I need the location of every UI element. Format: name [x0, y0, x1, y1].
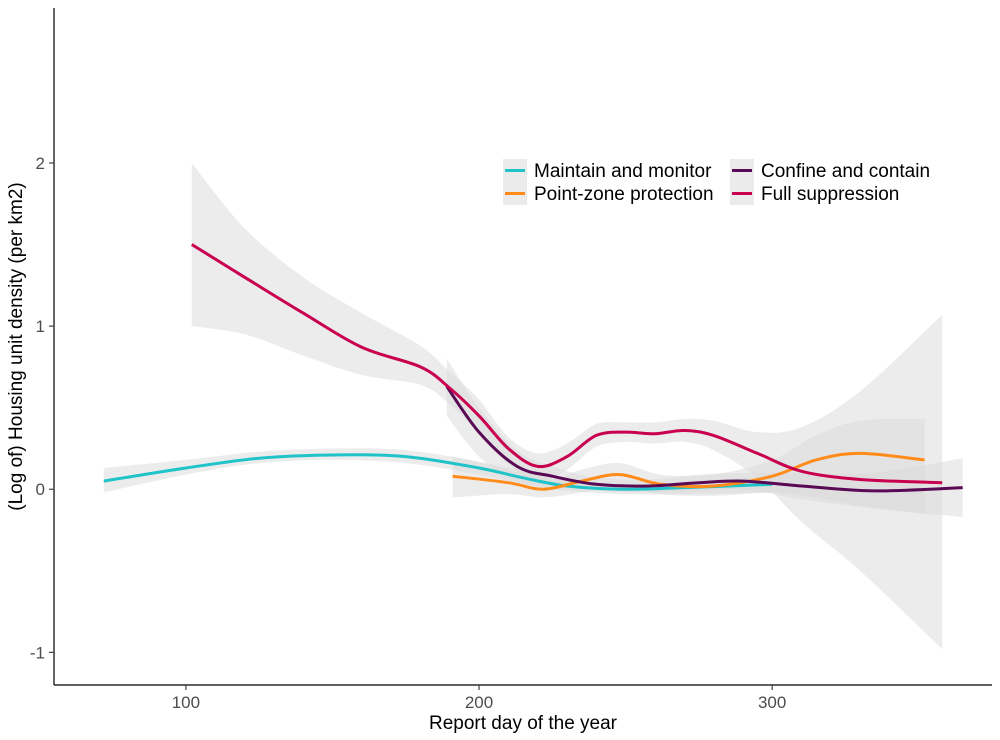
line-series-1 — [103, 453, 773, 491]
axes — [53, 8, 992, 686]
y-tick-label: 2 — [36, 154, 45, 173]
legend-item: Maintain and monitor — [503, 159, 712, 182]
y-axis-title: (Log of) Housing unit density (per km2) — [6, 182, 27, 510]
x-axis-title: Report day of the year — [429, 713, 618, 734]
series-lines — [103, 243, 963, 493]
y-ticks: -1 0 1 2 — [30, 154, 54, 662]
y-tick-label: 0 — [36, 480, 45, 499]
y-tick-label: -1 — [30, 643, 45, 662]
ribbon-series-1 — [103, 448, 773, 495]
legend-label: Maintain and monitor — [534, 161, 712, 182]
legend-label: Full suppression — [761, 184, 899, 205]
legend-item: Full suppression — [730, 182, 899, 205]
x-tick-label: 200 — [465, 693, 493, 712]
confidence-ribbons — [103, 163, 963, 650]
ribbon-series-4 — [191, 163, 943, 650]
legend-item: Confine and contain — [730, 159, 930, 182]
line-series-3 — [445, 385, 963, 493]
x-tick-label: 100 — [172, 693, 200, 712]
legend-label: Confine and contain — [761, 161, 930, 182]
x-tick-label: 300 — [758, 693, 786, 712]
x-ticks: 100 200 300 — [172, 685, 786, 712]
legend-label: Point-zone protection — [534, 184, 714, 205]
line-series-4 — [191, 243, 943, 485]
y-tick-label: 1 — [36, 317, 45, 336]
legend-item: Point-zone protection — [503, 182, 714, 205]
